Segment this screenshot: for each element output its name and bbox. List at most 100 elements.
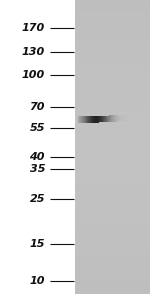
Bar xyxy=(89,116,90,123)
Bar xyxy=(75,256,150,257)
Bar xyxy=(75,245,150,247)
Bar xyxy=(75,60,150,62)
Bar xyxy=(75,115,150,116)
Bar xyxy=(102,116,103,122)
Bar xyxy=(94,116,95,123)
Bar xyxy=(75,125,150,126)
Bar xyxy=(75,163,150,165)
Bar xyxy=(75,103,150,104)
Bar xyxy=(75,222,150,223)
Bar xyxy=(75,28,150,29)
Bar xyxy=(75,128,150,129)
Bar xyxy=(75,273,150,275)
Bar xyxy=(75,100,150,101)
Bar xyxy=(75,194,150,196)
Bar xyxy=(75,22,150,24)
Bar xyxy=(75,165,150,166)
Bar xyxy=(133,115,134,121)
Bar xyxy=(75,191,150,193)
Bar xyxy=(75,12,150,13)
Bar xyxy=(75,234,150,235)
Text: 15: 15 xyxy=(30,239,45,249)
Bar xyxy=(75,71,150,72)
Bar xyxy=(75,7,150,9)
Bar xyxy=(103,116,104,122)
Bar xyxy=(75,169,150,171)
Bar xyxy=(92,116,93,123)
Bar xyxy=(75,266,150,268)
Bar xyxy=(75,213,150,215)
Bar xyxy=(96,116,97,123)
Bar xyxy=(75,241,150,243)
Bar xyxy=(82,116,83,123)
Bar xyxy=(119,115,120,121)
Bar xyxy=(75,235,150,237)
Bar xyxy=(75,160,150,162)
Bar xyxy=(100,116,101,122)
Bar xyxy=(75,156,150,157)
Bar xyxy=(109,116,110,122)
Bar xyxy=(75,126,150,128)
Bar xyxy=(75,25,150,26)
Bar xyxy=(75,187,150,188)
Bar xyxy=(75,9,150,10)
Bar xyxy=(75,24,150,25)
Text: 40: 40 xyxy=(30,152,45,162)
Bar xyxy=(75,201,150,203)
Bar xyxy=(75,244,150,245)
Bar xyxy=(78,116,79,123)
Bar xyxy=(75,43,150,44)
Bar xyxy=(75,154,150,156)
Bar xyxy=(75,270,150,272)
Bar xyxy=(120,115,121,121)
Bar xyxy=(75,207,150,209)
Bar xyxy=(75,81,150,82)
Bar xyxy=(75,251,150,253)
Bar xyxy=(75,179,150,181)
Bar xyxy=(75,59,150,60)
Bar xyxy=(75,101,150,103)
Bar xyxy=(75,278,150,279)
Bar xyxy=(75,16,150,18)
Bar xyxy=(75,66,150,68)
Bar xyxy=(75,3,150,4)
Bar xyxy=(75,79,150,81)
Bar xyxy=(75,141,150,143)
Bar xyxy=(75,157,150,159)
Bar xyxy=(75,209,150,210)
Bar xyxy=(75,285,150,287)
Bar xyxy=(75,197,150,198)
Bar xyxy=(75,93,150,94)
Bar xyxy=(75,204,150,206)
Bar xyxy=(91,116,92,123)
Bar xyxy=(84,116,85,123)
Bar xyxy=(75,173,150,175)
Bar xyxy=(93,116,94,123)
Bar xyxy=(75,253,150,254)
Bar xyxy=(75,19,150,21)
Bar xyxy=(88,116,89,123)
Bar xyxy=(111,115,112,122)
Bar xyxy=(80,116,81,123)
Bar xyxy=(75,182,150,184)
Bar xyxy=(75,268,150,269)
Bar xyxy=(75,288,150,290)
Bar xyxy=(75,31,150,32)
Bar xyxy=(75,94,150,96)
Bar xyxy=(75,184,150,185)
Bar xyxy=(98,116,99,123)
Bar xyxy=(75,116,150,118)
Bar xyxy=(75,144,150,146)
Bar xyxy=(75,119,150,121)
Bar xyxy=(134,114,135,121)
Bar xyxy=(137,114,138,121)
Bar xyxy=(75,32,150,34)
Bar xyxy=(75,47,150,49)
Bar xyxy=(75,216,150,218)
Bar xyxy=(75,13,150,15)
Bar xyxy=(75,287,150,288)
Bar xyxy=(130,115,131,121)
Bar xyxy=(75,15,150,16)
Bar xyxy=(136,114,137,121)
Bar xyxy=(75,75,150,76)
